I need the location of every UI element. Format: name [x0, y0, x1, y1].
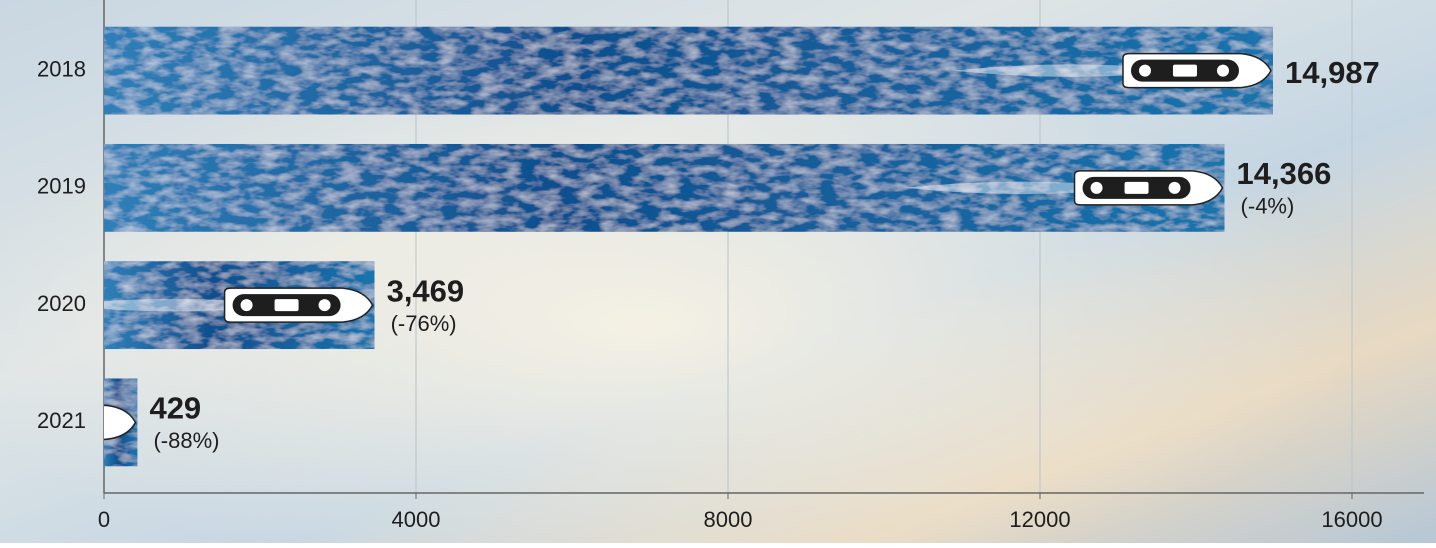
value-label: 3,469 [387, 273, 465, 308]
boat-detail [1168, 181, 1181, 194]
boat-detail [318, 299, 331, 312]
boat-wake [904, 181, 1075, 195]
y-tick-label: 2021 [37, 408, 86, 433]
value-label: 14,366 [1237, 156, 1332, 191]
change-label: (-76%) [391, 311, 457, 336]
bar [104, 26, 1273, 115]
boat-icon [952, 52, 1272, 89]
boat-wake [104, 298, 225, 312]
x-tick-label: 8000 [704, 507, 753, 532]
x-tick-label: 0 [98, 507, 110, 532]
bar-group [104, 143, 1225, 232]
boat-cabin [274, 299, 299, 312]
boat-hull [104, 404, 137, 441]
value-label: 14,987 [1285, 55, 1380, 90]
boat-wake [952, 64, 1123, 77]
boat-detail [1138, 64, 1151, 77]
change-label: (-4%) [1241, 194, 1295, 219]
y-tick-label: 2019 [37, 174, 86, 199]
x-tick-label: 12000 [1009, 507, 1070, 532]
y-tick-label: 2018 [37, 56, 86, 81]
boat-cabin [1172, 64, 1197, 77]
y-tick-label: 2020 [37, 291, 86, 316]
boat-cabin [1124, 181, 1149, 194]
boat-icon [904, 170, 1224, 206]
x-tick-label: 16000 [1321, 507, 1382, 532]
boat-icon [104, 287, 374, 323]
boat-icon [104, 404, 137, 441]
boat-detail [240, 299, 253, 312]
bar-group [104, 26, 1273, 115]
x-tick-label: 4000 [392, 507, 441, 532]
bar-group [104, 378, 138, 467]
bar-group [104, 261, 375, 350]
boat-detail [1090, 181, 1103, 194]
change-label: (-88%) [153, 428, 219, 453]
bar [104, 143, 1225, 232]
value-label: 429 [149, 391, 201, 426]
boat-detail [1216, 64, 1229, 77]
